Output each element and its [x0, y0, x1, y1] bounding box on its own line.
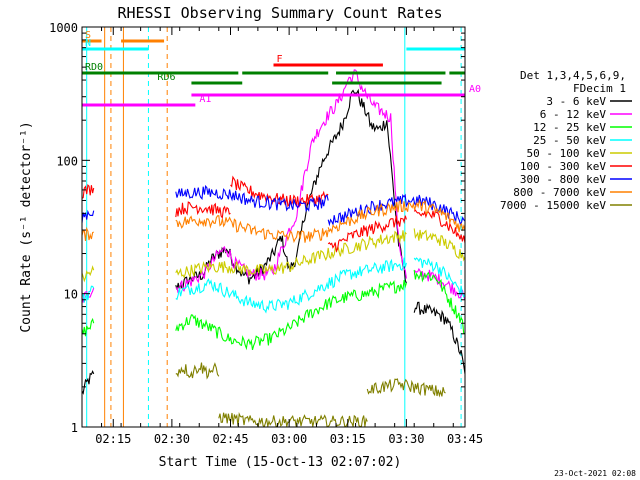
legend-entry: 50 - 100 keV [527, 147, 607, 160]
state-bar-label: RD6 [157, 72, 175, 83]
legend-header: FDecim 1 [573, 82, 626, 95]
series-line [218, 411, 368, 428]
series-line [327, 198, 466, 234]
legend-entry: 6 - 12 keV [540, 108, 607, 121]
series-line [175, 279, 407, 351]
series-line [413, 209, 466, 244]
x-tick-label: 02:45 [212, 432, 248, 446]
state-bar-label: F [277, 54, 283, 65]
series-line [413, 301, 466, 374]
series-line [413, 267, 466, 301]
state-bar-label: RD0 [85, 62, 103, 73]
series-line [175, 215, 329, 244]
legend-entry: 12 - 25 keV [533, 121, 606, 134]
x-axis-label: Start Time (15-Oct-13 02:07:02) [159, 455, 402, 470]
series-line [175, 362, 220, 380]
series-line [81, 226, 94, 241]
series-line [230, 175, 329, 208]
chart-title: RHESSI Observing Summary Count Rates [117, 4, 442, 22]
state-bar-label: A1 [199, 94, 211, 105]
series-line [413, 269, 466, 335]
legend-entry: 3 - 6 keV [546, 95, 606, 108]
legend-entry: 300 - 800 keV [520, 173, 606, 186]
x-tick-label: 03:45 [447, 432, 483, 446]
legend-entry: 7000 - 15000 keV [500, 199, 606, 212]
y-tick-label: 100 [56, 154, 78, 168]
state-bar-label: N [85, 38, 91, 49]
series-line [413, 257, 466, 298]
series-line [81, 265, 95, 283]
legend-entry: 25 - 50 keV [533, 134, 606, 147]
legend-entry: 800 - 7000 keV [513, 186, 606, 199]
y-tick-label: 1000 [49, 21, 78, 35]
series-12-25-kev [81, 269, 466, 351]
legend-header: Det 1,3,4,5,6,9, [520, 69, 626, 82]
series-line [175, 184, 329, 213]
series-line [81, 369, 95, 395]
y-tick-label: 10 [64, 288, 78, 302]
series-line [81, 317, 95, 337]
footer-date: 23-Oct-2021 02:08 [554, 469, 636, 478]
y-axis-label: Count Rate (s⁻¹ detector⁻¹) [19, 121, 34, 332]
series-line [327, 215, 407, 253]
state-bar-label: S [85, 30, 91, 41]
plot-area: SN F RD0 RD6 A0 A1 [81, 27, 481, 428]
series-line [366, 378, 446, 398]
x-tick-label: 02:15 [95, 432, 131, 446]
plot-frame [81, 26, 466, 428]
series-line [81, 183, 95, 199]
series-100-300-kev [81, 175, 466, 253]
x-tick-label: 02:30 [154, 432, 190, 446]
x-tick-label: 03:15 [330, 432, 366, 446]
x-axis: 02:15 02:30 02:45 03:00 03:15 03:30 03:45 [81, 27, 483, 446]
series-800-7000-kev [81, 198, 466, 244]
series-line [413, 228, 466, 262]
series-line [175, 201, 231, 220]
legend-entry: 100 - 300 keV [520, 160, 606, 173]
y-tick-label: 1 [71, 421, 78, 435]
x-tick-label: 03:00 [271, 432, 307, 446]
series-7000-15000-kev [175, 362, 446, 428]
series-50-100-kev [81, 228, 466, 283]
series-line [175, 230, 407, 279]
state-bar-label: A0 [469, 84, 481, 95]
y-axis: 1 10 100 1000 [49, 21, 465, 435]
series-line [175, 257, 407, 314]
series-line [81, 209, 95, 224]
x-tick-label: 03:30 [388, 432, 424, 446]
